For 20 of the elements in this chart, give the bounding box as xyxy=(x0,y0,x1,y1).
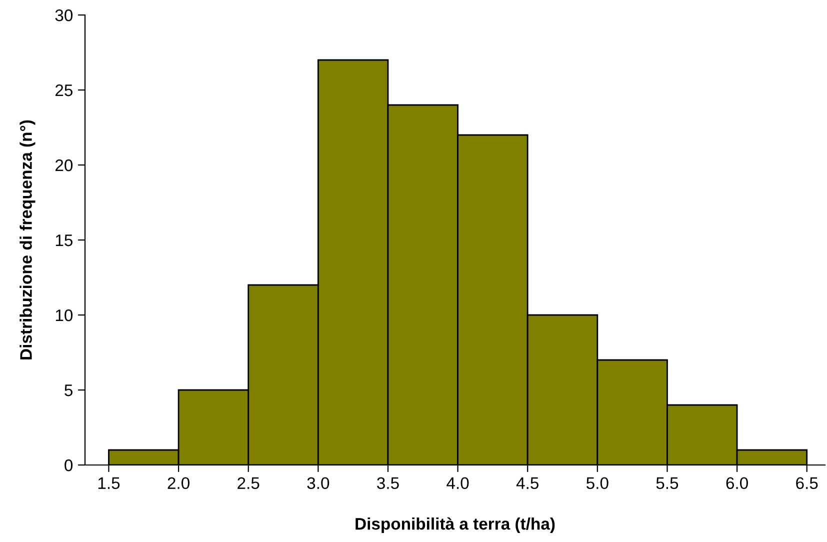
y-tick-label: 0 xyxy=(64,459,73,472)
x-axis-title: Disponibilità a terra (t/ha) xyxy=(356,517,555,534)
x-tick-label: 2.5 xyxy=(238,477,260,490)
y-tick-label: 20 xyxy=(55,159,73,172)
x-tick-label: 4.0 xyxy=(446,477,469,490)
y-tick-label: 25 xyxy=(55,84,72,96)
x-tick-label: 5.0 xyxy=(586,477,608,490)
y-tick-label: 5 xyxy=(64,384,72,396)
x-tick-label: 1.5 xyxy=(98,477,120,490)
x-tick-label: 4.5 xyxy=(516,477,538,490)
y-tick-label: 15 xyxy=(56,234,72,246)
x-tick-label: 5.5 xyxy=(656,477,678,490)
y-axis-title: Distribuzione di frequenza (n°) xyxy=(20,120,36,360)
x-tick-label: 3.5 xyxy=(377,477,399,490)
x-tick-label: 6.5 xyxy=(796,477,818,490)
x-tick-label: 2.0 xyxy=(168,477,190,490)
y-tick-label: 10 xyxy=(56,309,73,322)
x-tick-label: 3.0 xyxy=(307,477,330,490)
y-tick-label: 30 xyxy=(55,9,73,22)
x-tick-label: 6.0 xyxy=(726,477,748,490)
